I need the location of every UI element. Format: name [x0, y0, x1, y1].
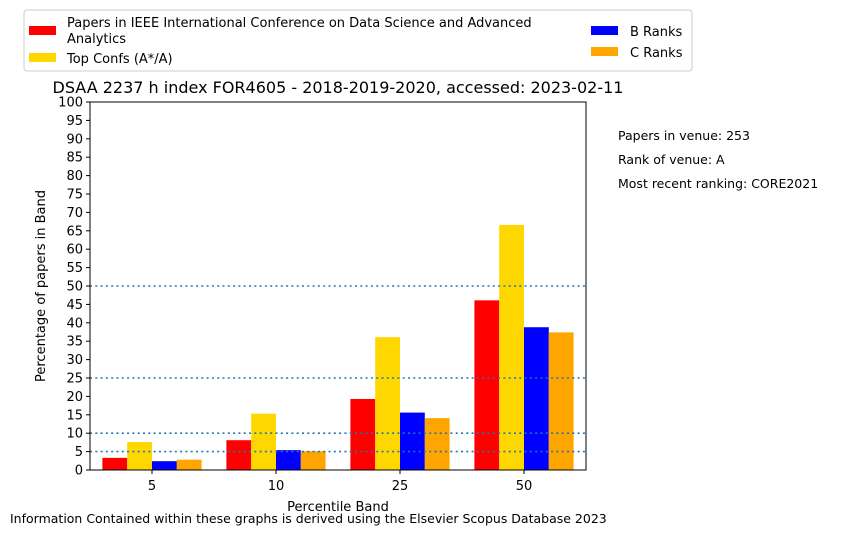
y-tick-label: 15: [66, 408, 83, 423]
y-axis-label: Percentage of papers in Band: [34, 190, 49, 382]
legend-swatch-series-0: [29, 26, 56, 35]
y-axis-ticks: 0 5 10 15 20 25 30 35 40 45 50 55 60 65 70 75 80 85 90 95 10…: [58, 96, 90, 479]
most-recent-ranking-note: Most recent ranking: CORE2021: [618, 176, 819, 191]
y-tick-label: 60: [66, 243, 83, 258]
bar-series-1-band-25: [375, 337, 400, 470]
y-tick-label: 90: [66, 132, 83, 147]
x-axis-ticks: 5 10 25 50: [148, 470, 532, 494]
legend-swatch-series-3: [591, 47, 618, 56]
legend-swatch-series-2: [591, 26, 618, 35]
bar-series-0-band-5: [102, 457, 128, 470]
legend-label-series-2: B Ranks: [630, 25, 683, 40]
bars-layer: [102, 224, 574, 470]
bar-series-1-band-10: [251, 413, 276, 470]
rank-of-venue-note: Rank of venue: A: [618, 152, 725, 167]
legend-swatch-series-1: [29, 53, 56, 62]
x-tick-label: 5: [148, 479, 156, 494]
legend: Papers in IEEE International Conference …: [23, 9, 693, 72]
bar-series-3-band-50: [548, 332, 574, 470]
y-tick-label: 80: [66, 169, 83, 184]
bar-series-0-band-10: [226, 440, 252, 470]
y-tick-label: 0: [75, 464, 83, 479]
y-tick-label: 35: [66, 335, 83, 350]
chart-title: DSAA 2237 h index FOR4605 - 2018-2019-20…: [53, 78, 624, 97]
y-tick-label: 25: [66, 372, 83, 387]
x-tick-label: 10: [268, 479, 285, 494]
y-tick-label: 20: [66, 390, 83, 405]
y-tick-label: 30: [66, 353, 83, 368]
bar-series-1-band-50: [499, 224, 524, 470]
y-tick-label: 10: [66, 427, 83, 442]
x-tick-label: 50: [516, 479, 533, 494]
y-tick-label: 45: [66, 298, 83, 313]
bar-series-2-band-25: [400, 412, 425, 470]
legend-label-series-0-line2: Analytics: [67, 32, 126, 47]
y-tick-label: 85: [66, 151, 83, 166]
bar-series-1-band-5: [127, 442, 152, 470]
legend-label-series-3: C Ranks: [630, 46, 683, 61]
bar-series-3-band-25: [424, 418, 450, 470]
papers-in-venue-note: Papers in venue: 253: [618, 128, 750, 143]
bar-series-3-band-5: [176, 459, 202, 470]
bar-series-2-band-10: [276, 450, 301, 470]
bar-series-0-band-25: [350, 398, 376, 470]
x-axis-label: Percentile Band: [287, 500, 389, 515]
y-tick-label: 100: [58, 96, 83, 111]
y-tick-label: 55: [66, 261, 83, 276]
y-tick-label: 40: [66, 316, 83, 331]
y-tick-label: 75: [66, 188, 83, 203]
bar-series-2-band-5: [152, 461, 177, 470]
y-tick-label: 70: [66, 206, 83, 221]
bar-series-2-band-50: [524, 327, 549, 470]
legend-label-series-0-line1: Papers in IEEE International Conference …: [67, 16, 532, 31]
bar-series-0-band-50: [474, 300, 500, 470]
legend-label-series-1: Top Confs (A*/A): [66, 52, 173, 67]
data-source-footer: Information Contained within these graph…: [10, 511, 607, 526]
y-tick-label: 50: [66, 280, 83, 295]
y-tick-label: 5: [75, 445, 83, 460]
x-tick-label: 25: [392, 479, 409, 494]
bar-series-3-band-10: [300, 451, 326, 470]
y-tick-label: 65: [66, 224, 83, 239]
y-tick-label: 95: [66, 114, 83, 129]
